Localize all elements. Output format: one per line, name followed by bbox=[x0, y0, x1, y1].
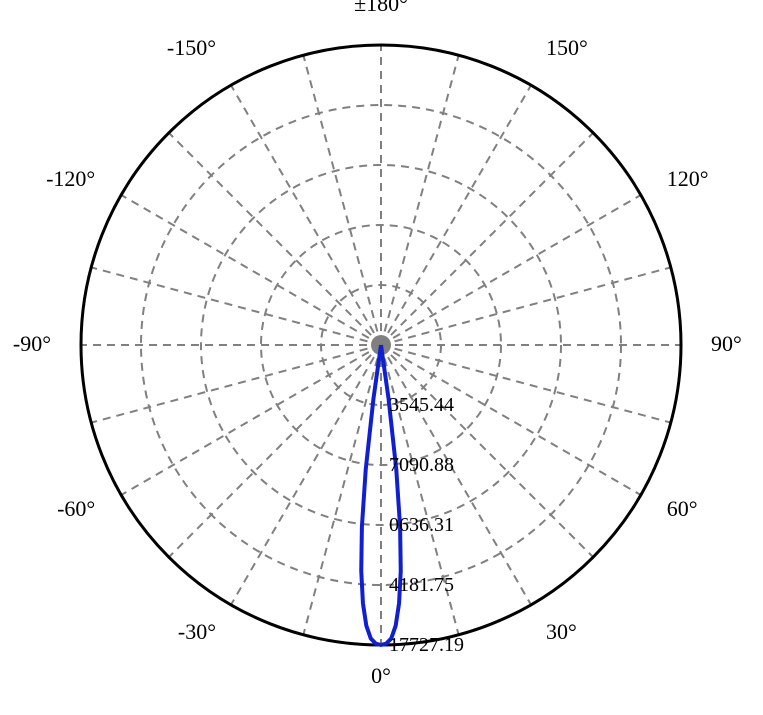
angle-tick-label: -90° bbox=[13, 331, 51, 356]
polar-chart: 3545.44 7090.88 0636.31 4181.75 17727.19 0° 30… bbox=[0, 0, 763, 715]
radial-tick-label: 4181.75 bbox=[389, 574, 454, 596]
radial-tick-label: 17727.19 bbox=[389, 634, 464, 656]
angle-tick-label: -150° bbox=[167, 35, 216, 60]
angle-tick-label: 0° bbox=[371, 663, 391, 688]
angle-tick-label: 150° bbox=[546, 35, 588, 60]
angle-tick-label: ±180° bbox=[354, 0, 408, 16]
angle-tick-label: 30° bbox=[546, 619, 577, 644]
angle-tick-label: -30° bbox=[178, 619, 216, 644]
radial-tick-label: 3545.44 bbox=[389, 394, 454, 416]
radial-tick-label: 7090.88 bbox=[389, 454, 454, 476]
angle-tick-label: 60° bbox=[667, 496, 698, 521]
angle-tick-label: 90° bbox=[711, 331, 742, 356]
angle-tick-label: 120° bbox=[667, 166, 709, 191]
radial-tick-label: 0636.31 bbox=[389, 514, 454, 536]
angle-tick-label: -60° bbox=[57, 496, 95, 521]
angle-tick-label: -120° bbox=[46, 166, 95, 191]
